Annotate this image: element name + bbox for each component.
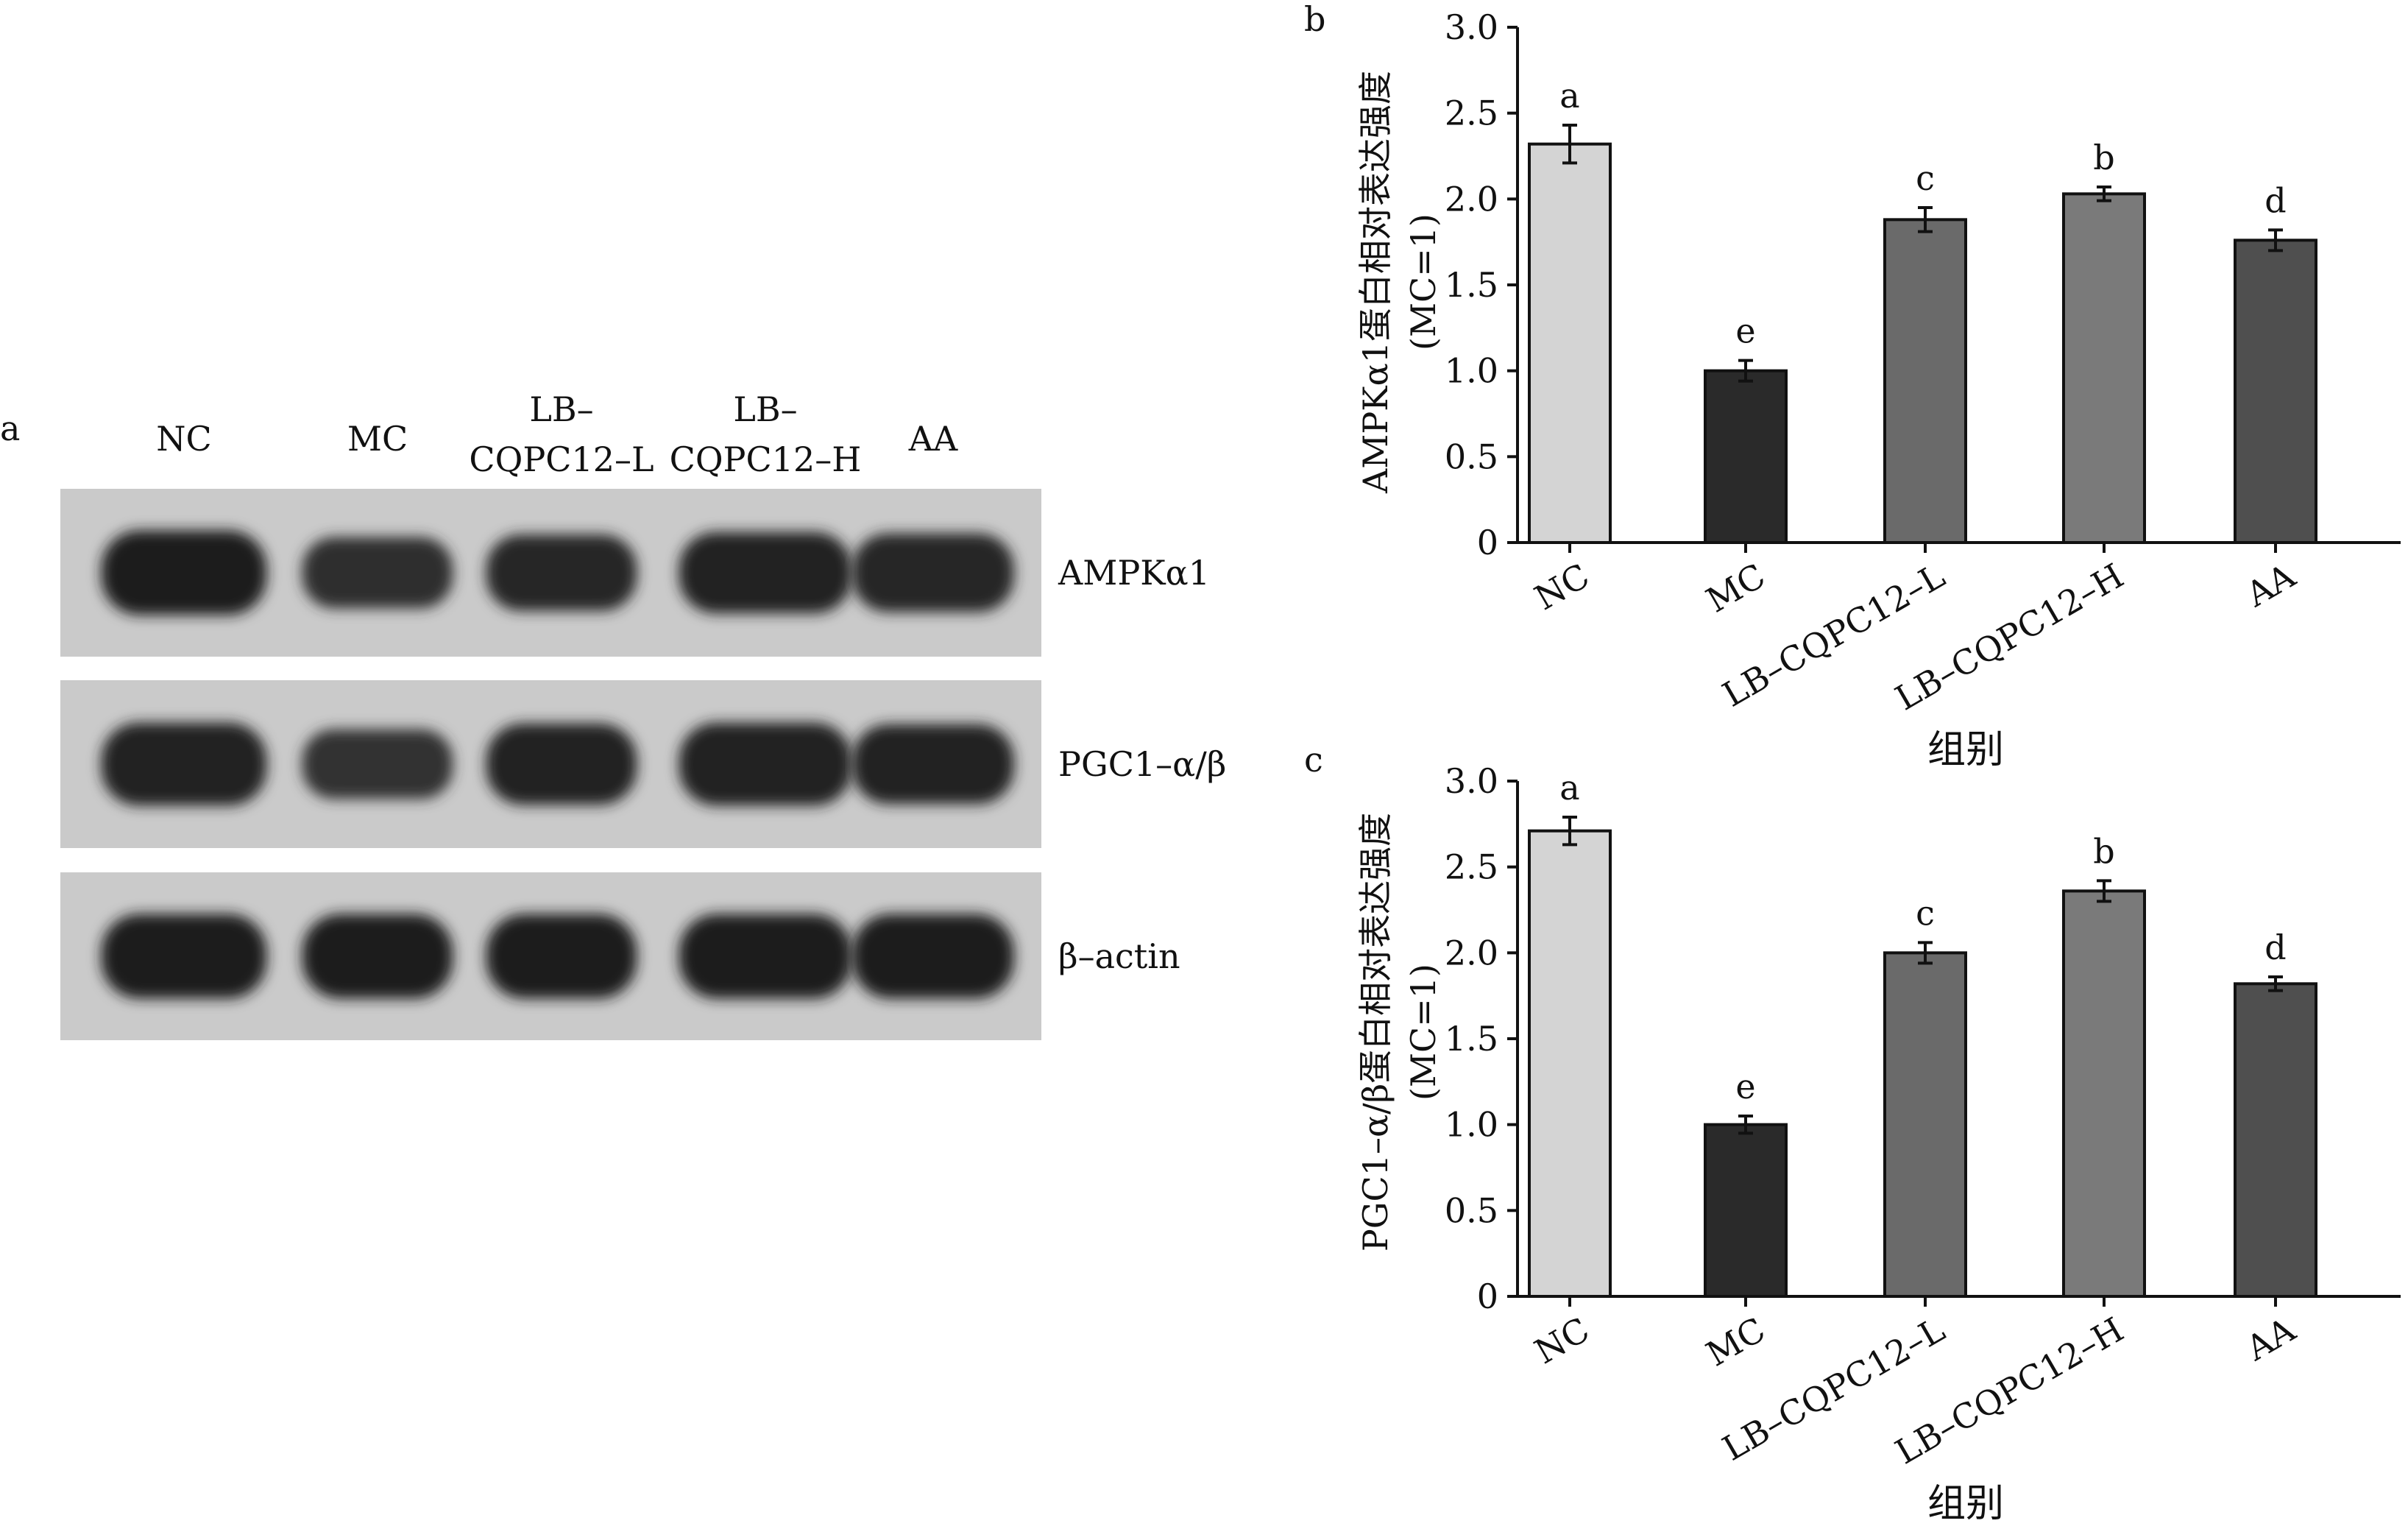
c-ytick-label-2: 1.0	[1445, 1105, 1498, 1145]
b-ytick-label-4: 2.0	[1445, 179, 1498, 219]
band-1-1	[302, 729, 453, 799]
c-sig-2: c	[1916, 893, 1935, 933]
band-0-0	[101, 530, 267, 615]
c-xtick-label-1: MC	[1699, 1310, 1771, 1374]
c-ytick-label-5: 2.5	[1445, 847, 1498, 887]
band-2-2	[486, 914, 637, 999]
band-0-3	[679, 532, 852, 614]
b-sig-1: e	[1735, 311, 1755, 351]
b-bar-4	[2234, 239, 2317, 544]
band-1-4	[852, 724, 1014, 805]
c-ylabel: PGC1–α/β蛋白相对表达强度	[1356, 813, 1395, 1251]
c-xtick-label-4: AA	[2239, 1309, 2302, 1369]
band-1-0	[101, 722, 267, 806]
c-ytick-label-6: 3.0	[1445, 761, 1498, 801]
lane-label-0: NC	[156, 419, 211, 459]
b-bar-2	[1883, 218, 1967, 544]
lane-label-2-line2: CQPC12–L	[469, 439, 654, 479]
c-sig-1: e	[1735, 1067, 1755, 1106]
c-ylabel-unit: (MC=1)	[1403, 964, 1443, 1101]
b-sig-4: d	[2264, 180, 2286, 220]
lane-label-4: AA	[908, 419, 958, 459]
c-bar-1	[1704, 1123, 1788, 1298]
lane-label-3: LB–	[733, 389, 797, 429]
lane-label-1: MC	[347, 419, 408, 459]
blot-label-0: AMPKα1	[1058, 553, 1210, 593]
c-xtick-label-0: NC	[1528, 1310, 1596, 1371]
b-bars: a e c b d	[1528, 76, 2317, 544]
b-sig-0: a	[1559, 76, 1579, 116]
c-ytick-label-0: 0	[1477, 1276, 1498, 1316]
c-sig-4: d	[2264, 928, 2286, 967]
c-bar-3	[2062, 889, 2146, 1299]
band-1-2	[486, 723, 637, 805]
band-0-1	[302, 537, 453, 609]
b-xtick-label-1: MC	[1699, 556, 1771, 621]
b-ytick-label-0: 0	[1477, 523, 1498, 562]
b-ytick-label-6: 3.0	[1445, 7, 1498, 47]
ampk-bar-chart: b AMPKα1蛋白相对表达强度 (MC=1) 0 0.5 1.0 1.5 2.0 2.5…	[1304, 0, 2401, 772]
c-bar-0	[1528, 829, 1612, 1298]
b-bar-3	[2062, 192, 2146, 544]
b-xlabel: 组别	[1927, 728, 2004, 772]
c-bar-2	[1883, 951, 1967, 1299]
panel-c-label: c	[1304, 740, 1323, 780]
c-bar-4	[2234, 982, 2317, 1299]
band-2-1	[302, 914, 453, 999]
band-2-3	[679, 914, 852, 999]
b-bar-0	[1528, 142, 1612, 544]
b-ytick-label-2: 1.0	[1445, 351, 1498, 391]
c-ytick-label-1: 0.5	[1445, 1190, 1498, 1230]
lane-label-2: LB–	[529, 389, 593, 429]
b-ytick-label-1: 0.5	[1445, 437, 1498, 476]
c-xlabel: 组别	[1927, 1482, 2004, 1526]
band-2-0	[101, 914, 267, 999]
lane-label-3-line2: CQPC12–H	[670, 439, 862, 479]
b-ytick-label-3: 1.5	[1445, 265, 1498, 305]
blot-label-1: PGC1–α/β	[1058, 744, 1226, 784]
panel-b-label: b	[1304, 0, 1325, 39]
b-sig-2: c	[1916, 158, 1935, 198]
b-xtick-label-4: AA	[2239, 555, 2302, 615]
blot-strips: AMPKα1 PGC1–α/β β–actin	[60, 489, 1226, 1040]
b-sig-3: b	[2093, 138, 2114, 177]
western-blot-panel: a NC MC LB– CQPC12–L LB– CQPC12–H AA AMPKα1 PGC…	[0, 389, 1226, 1040]
c-sig-3: b	[2093, 831, 2114, 871]
c-sig-0: a	[1559, 768, 1579, 808]
blot-label-2: β–actin	[1058, 936, 1180, 976]
b-ytick-label-5: 2.5	[1445, 93, 1498, 133]
b-ylabel: AMPKα1蛋白相对表达强度	[1356, 71, 1395, 494]
lane-labels: NC MC LB– CQPC12–L LB– CQPC12–H AA	[156, 389, 958, 479]
panel-a-label: a	[0, 409, 20, 448]
band-2-4	[852, 914, 1014, 999]
b-ylabel-unit: (MC=1)	[1403, 213, 1443, 350]
band-0-4	[852, 533, 1014, 612]
b-xtick-label-0: NC	[1528, 556, 1596, 618]
band-1-3	[679, 722, 852, 806]
band-0-2	[486, 534, 637, 611]
pgc-bar-chart: c PGC1–α/β蛋白相对表达强度 (MC=1) 0 0.5 1.0 1.5 2.0 2…	[1304, 740, 2401, 1526]
c-bars: a e c b d	[1528, 768, 2317, 1299]
b-bar-1	[1704, 369, 1788, 544]
c-ytick-label-3: 1.5	[1445, 1019, 1498, 1059]
c-ytick-label-4: 2.0	[1445, 933, 1498, 972]
